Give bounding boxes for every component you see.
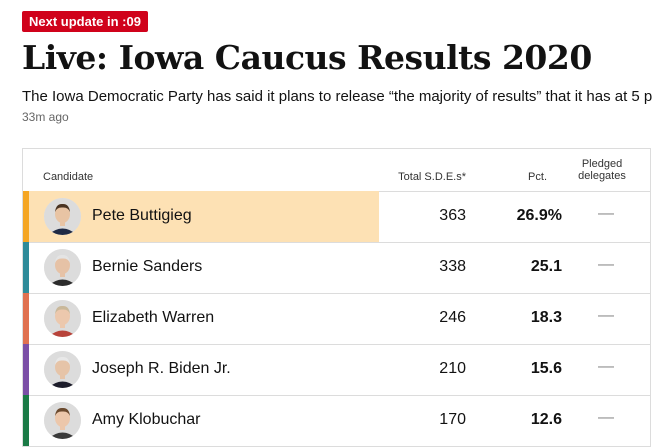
candidate-avatar bbox=[44, 351, 81, 388]
next-update-badge: Next update in :09 bbox=[22, 11, 148, 32]
timestamp: 33m ago bbox=[22, 110, 69, 124]
candidate-name: Bernie Sanders bbox=[92, 258, 203, 275]
candidate-pct: 25.1 bbox=[530, 258, 562, 275]
candidate-pct: 26.9% bbox=[516, 207, 562, 224]
candidate-color-bar bbox=[23, 191, 29, 242]
candidate-avatar bbox=[44, 198, 81, 235]
candidate-color-bar bbox=[23, 293, 29, 344]
leader-highlight bbox=[29, 191, 379, 242]
results-table: Candidate Total S.D.E.s* Pct. Pledged de… bbox=[22, 148, 651, 447]
candidate-pct: 12.6 bbox=[530, 411, 562, 428]
header-delegates-line2: delegates bbox=[578, 170, 626, 182]
table-row[interactable]: Bernie Sanders 338 25.1 — bbox=[23, 242, 650, 294]
candidate-sde: 170 bbox=[439, 411, 466, 428]
header-pledged-delegates: Pledged delegates bbox=[572, 158, 632, 182]
table-row[interactable]: Elizabeth Warren 246 18.3 — bbox=[23, 293, 650, 345]
candidate-sde: 338 bbox=[439, 258, 466, 275]
header-delegates-line1: Pledged bbox=[581, 158, 623, 170]
candidate-delegates: — bbox=[598, 205, 614, 222]
candidate-color-bar bbox=[23, 395, 29, 446]
candidate-pct: 15.6 bbox=[530, 360, 562, 377]
header-candidate: Candidate bbox=[43, 171, 94, 183]
candidate-color-bar bbox=[23, 242, 29, 293]
header-sde: Total S.D.E.s* bbox=[398, 171, 466, 183]
candidate-delegates: — bbox=[598, 358, 614, 375]
candidate-pct: 18.3 bbox=[530, 309, 562, 326]
candidate-avatar bbox=[44, 300, 81, 337]
candidate-avatar bbox=[44, 249, 81, 286]
candidate-avatar bbox=[44, 402, 81, 439]
candidate-sde: 246 bbox=[439, 309, 466, 326]
page-title: Live: Iowa Caucus Results 2020 bbox=[22, 38, 592, 77]
candidate-delegates: — bbox=[598, 256, 614, 273]
candidate-name: Pete Buttigieg bbox=[92, 207, 192, 224]
table-row[interactable]: Joseph R. Biden Jr. 210 15.6 — bbox=[23, 344, 650, 396]
header-pct: Pct. bbox=[528, 171, 547, 183]
candidate-delegates: — bbox=[598, 307, 614, 324]
summary-text: The Iowa Democratic Party has said it pl… bbox=[22, 88, 653, 105]
table-row[interactable]: Amy Klobuchar 170 12.6 — bbox=[23, 395, 650, 447]
table-row[interactable]: Pete Buttigieg 363 26.9% — bbox=[23, 191, 650, 243]
candidate-name: Amy Klobuchar bbox=[92, 411, 201, 428]
candidate-name: Elizabeth Warren bbox=[92, 309, 215, 326]
candidate-sde: 210 bbox=[439, 360, 466, 377]
candidate-delegates: — bbox=[598, 409, 614, 426]
table-header: Candidate Total S.D.E.s* Pct. Pledged de… bbox=[23, 149, 650, 192]
candidate-color-bar bbox=[23, 344, 29, 395]
candidate-name: Joseph R. Biden Jr. bbox=[92, 360, 231, 377]
candidate-sde: 363 bbox=[439, 207, 466, 224]
